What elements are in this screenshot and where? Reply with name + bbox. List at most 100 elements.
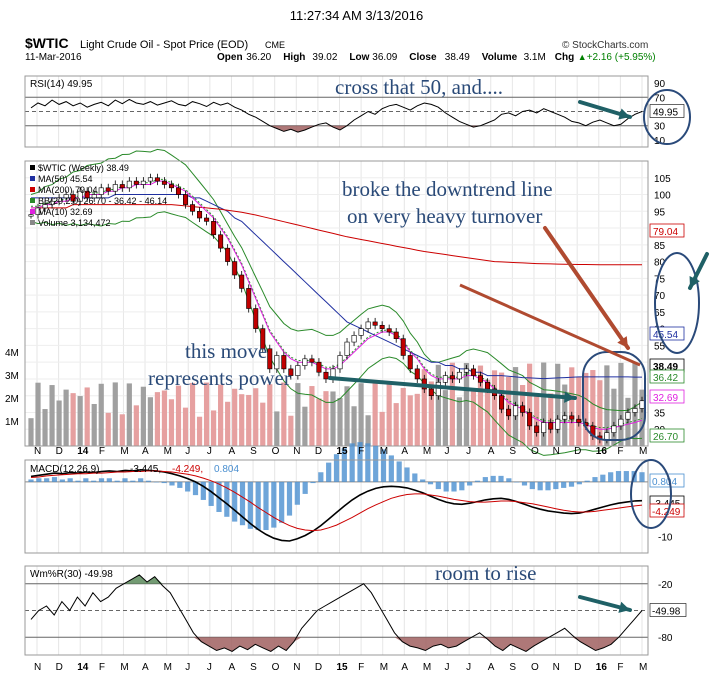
histogram-bar [467, 481, 473, 486]
macd-legend-hist: 0.804 [214, 464, 239, 475]
x-tick-label: A [142, 446, 149, 457]
legend-entry: MA(10) 32.69 [38, 207, 93, 217]
volume-tick-label: 2M [5, 394, 19, 405]
y-tick-label: 70 [654, 93, 666, 104]
histogram-bar [341, 448, 347, 482]
histogram-bar [561, 481, 567, 488]
volume-bar [119, 414, 125, 446]
x-tick-label: A [228, 662, 235, 673]
volume-bar [569, 367, 575, 446]
x-tick-label: D [315, 662, 322, 673]
volume-bar [105, 412, 111, 446]
volume-bar [365, 415, 371, 446]
volume-bar [175, 385, 182, 446]
histogram-bar [59, 479, 65, 482]
price-candle [154, 177, 160, 182]
volume-bar [232, 388, 238, 446]
histogram-bar [568, 481, 575, 487]
price-candle [84, 190, 90, 199]
legend-swatch [30, 176, 35, 181]
histogram-bar [576, 481, 582, 485]
price-candle [442, 375, 448, 383]
move-arrow [328, 376, 577, 400]
histogram-bar [451, 481, 457, 492]
histogram-bar [459, 481, 465, 491]
price-candle [323, 371, 329, 380]
volume-bar [407, 395, 413, 446]
volume-bar [323, 391, 329, 446]
histogram-bar [474, 480, 481, 482]
stat-label: Close [409, 52, 437, 63]
y-tick-label: 90 [654, 79, 666, 90]
price-candle [477, 375, 483, 383]
volume-bar [63, 389, 69, 446]
macd-line [30, 468, 643, 542]
volume-bar [435, 364, 441, 446]
volume-bar [274, 411, 280, 446]
price-candle [175, 187, 181, 195]
x-tick-label: O [531, 446, 539, 457]
histogram-bar [521, 481, 528, 486]
histogram-bar [138, 478, 144, 482]
x-tick-label: F [358, 662, 364, 673]
stat-value: 36.09 [372, 52, 397, 63]
breakout-arrow [543, 226, 630, 350]
y-tick-label: -80 [658, 633, 673, 644]
price-candle [232, 261, 238, 276]
x-tick-label: 15 [337, 446, 349, 457]
histogram-bar [333, 454, 340, 482]
price-candle [435, 381, 441, 397]
volume-tick-label: 1M [5, 417, 19, 428]
price-candle [190, 204, 196, 212]
last-value-box [649, 104, 685, 118]
volume-bar [140, 386, 146, 446]
volume-bar [133, 405, 139, 446]
price-candle [309, 358, 315, 363]
x-tick-label: J [207, 662, 212, 673]
price-candle [379, 324, 385, 329]
histogram-bar [83, 478, 89, 482]
williams-arrow-head [618, 601, 630, 613]
x-tick-label: J [185, 446, 190, 457]
price-candle [288, 368, 294, 376]
x-tick-label: 14 [77, 446, 89, 457]
macd-right-label: -4.249 [652, 507, 681, 518]
price-candle [98, 187, 104, 195]
price-candle [393, 331, 399, 340]
volume-bar [400, 387, 406, 446]
x-tick-label: S [509, 446, 516, 457]
histogram-bar [420, 479, 426, 482]
panel-frame [24, 459, 649, 554]
x-tick-label: A [228, 446, 235, 457]
histogram-bar [302, 481, 308, 494]
histogram-bar [396, 461, 402, 482]
volume-bar [35, 382, 41, 446]
last-value-label: -49.98 [652, 607, 681, 618]
y-tick-label: 55 [654, 341, 666, 352]
price-candle [625, 412, 631, 420]
x-axis: N D 14 F M A M J J A S O N D 15 F M A M J J A S O N D 16 F M N D 14 F M A M… [34, 446, 647, 673]
x-tick-label: A [488, 662, 495, 673]
x-tick-label: F [99, 662, 105, 673]
ma-line [31, 204, 642, 266]
y-tick-label: 30 [654, 122, 666, 133]
price-candle [267, 348, 273, 370]
price-candle [204, 217, 210, 222]
volume-bar [442, 390, 448, 446]
volume-bar [491, 370, 498, 446]
x-tick-label: S [509, 662, 516, 673]
histogram-bar [263, 481, 269, 531]
price-candle [562, 415, 568, 420]
price-candle [470, 368, 476, 376]
price-candle [351, 335, 357, 343]
histogram-bar [239, 481, 246, 526]
histogram-bar [106, 478, 112, 482]
price-candle [358, 328, 364, 336]
volume-bar [302, 406, 308, 446]
move-annotation-line1: this move [185, 339, 267, 363]
macd-legend-value: -3.445, [130, 464, 161, 475]
volume-bar [126, 383, 132, 446]
price-candle [400, 338, 406, 356]
